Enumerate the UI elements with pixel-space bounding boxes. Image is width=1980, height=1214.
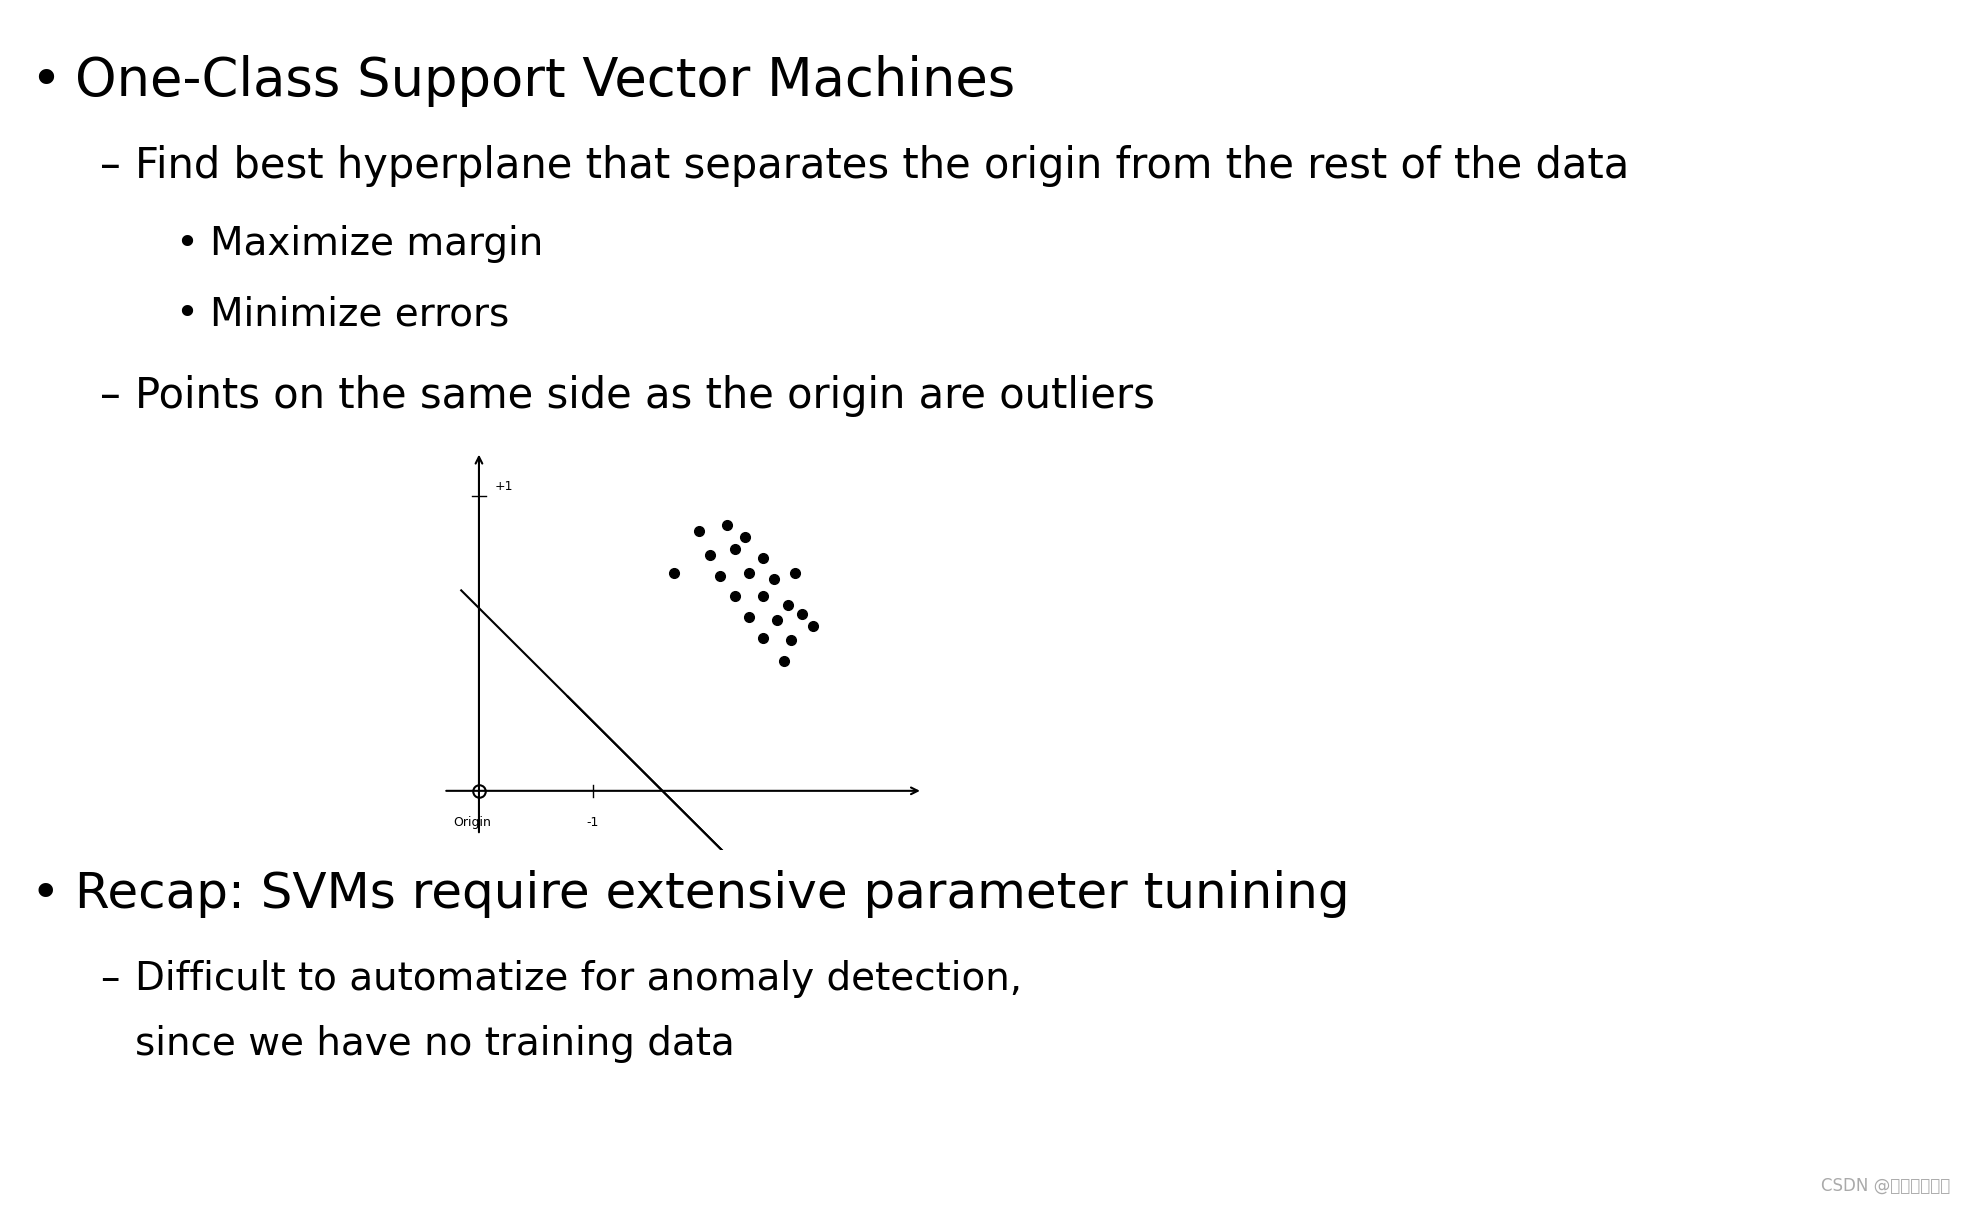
Text: •: • [174, 295, 198, 333]
Text: since we have no training data: since we have no training data [135, 1025, 735, 1063]
Text: CSDN @大白菜努力呢: CSDN @大白菜努力呢 [1822, 1178, 1950, 1195]
Text: •: • [30, 870, 59, 918]
Text: •: • [174, 225, 198, 263]
Text: –: – [101, 144, 121, 187]
Text: One-Class Support Vector Machines: One-Class Support Vector Machines [75, 55, 1016, 107]
Text: Origin: Origin [453, 816, 491, 829]
Text: –: – [101, 375, 121, 416]
Text: Maximize margin: Maximize margin [210, 225, 543, 263]
Text: Points on the same side as the origin are outliers: Points on the same side as the origin ar… [135, 375, 1154, 416]
Text: Minimize errors: Minimize errors [210, 295, 509, 333]
Text: Recap: SVMs require extensive parameter tunining: Recap: SVMs require extensive parameter … [75, 870, 1350, 918]
Text: Find best hyperplane that separates the origin from the rest of the data: Find best hyperplane that separates the … [135, 144, 1630, 187]
Text: -1: -1 [586, 816, 598, 829]
Text: –: – [101, 960, 119, 998]
Text: •: • [30, 55, 61, 107]
Text: +1: +1 [495, 480, 513, 493]
Text: Difficult to automatize for anomaly detection,: Difficult to automatize for anomaly dete… [135, 960, 1022, 998]
